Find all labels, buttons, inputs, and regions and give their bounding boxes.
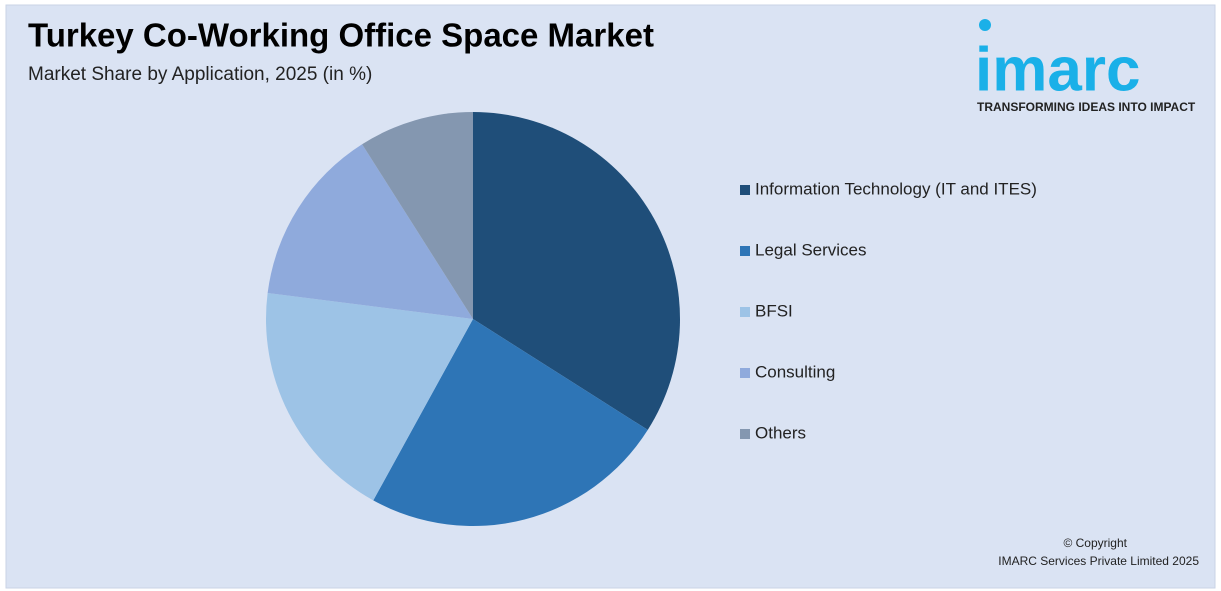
- pie-slice: [267, 144, 473, 319]
- legend-swatch: [740, 307, 750, 317]
- pie-slice: [266, 293, 473, 501]
- legend-label: Legal Services: [755, 240, 867, 259]
- pie-slice: [373, 319, 648, 526]
- legend-label: Information Technology (IT and ITES): [755, 179, 1037, 198]
- pie-slice: [362, 112, 473, 319]
- legend-label: BFSI: [755, 301, 793, 320]
- copyright: © Copyright: [1063, 536, 1127, 550]
- legend-swatch: [740, 246, 750, 256]
- logo: imarc: [975, 35, 1140, 104]
- chart-subtitle: Market Share by Application, 2025 (in %): [28, 64, 372, 85]
- logo-tagline: TRANSFORMING IDEAS INTO IMPACT: [977, 100, 1196, 114]
- copyright: IMARC Services Private Limited 2025: [998, 554, 1199, 568]
- legend-swatch: [740, 368, 750, 378]
- legend-swatch: [740, 185, 750, 195]
- legend-label: Others: [755, 423, 806, 442]
- chart-title: Turkey Co-Working Office Space Market: [28, 17, 654, 54]
- legend-swatch: [740, 429, 750, 439]
- logo-dot: [979, 19, 991, 31]
- legend-label: Consulting: [755, 362, 835, 381]
- pie-slice: [473, 112, 680, 430]
